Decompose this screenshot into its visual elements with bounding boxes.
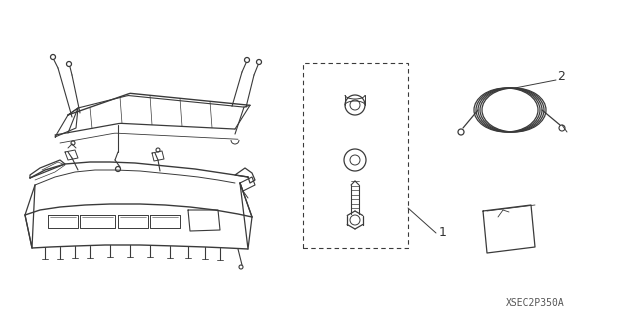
Bar [303,63,408,248]
Text: 2: 2 [557,70,565,83]
Text: 1: 1 [439,226,447,240]
Text: XSEC2P350A: XSEC2P350A [506,298,564,308]
